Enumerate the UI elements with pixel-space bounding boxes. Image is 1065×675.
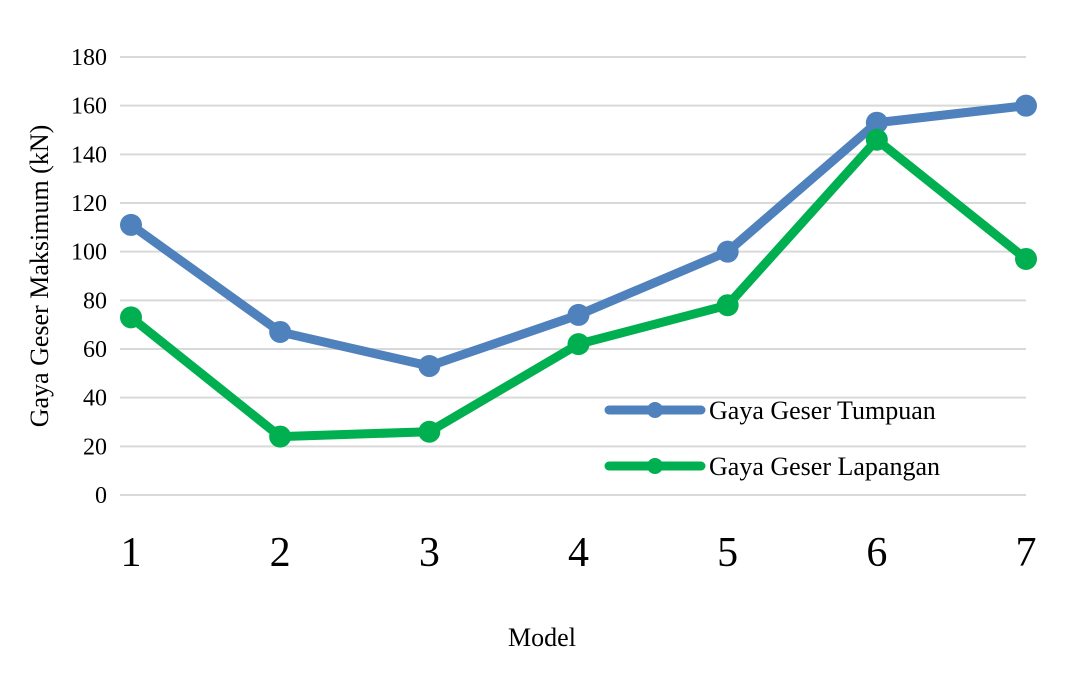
series-2-point-5 — [716, 294, 739, 317]
series-1-point-3 — [418, 355, 441, 378]
series-1-point-4 — [567, 303, 590, 326]
y-axis-label: Gaya Geser Maksimum (kN) — [25, 125, 54, 428]
series-1-point-6 — [865, 111, 888, 134]
series-2-point-7 — [1015, 247, 1037, 270]
x-tick-label-3: 3 — [419, 530, 440, 576]
y-tick-label-140: 140 — [71, 142, 107, 168]
series-2-point-6 — [865, 128, 888, 151]
legend-label-2: Gaya Geser Lapangan — [709, 452, 940, 481]
y-tick-label-160: 160 — [71, 94, 107, 120]
x-tick-label-4: 4 — [568, 530, 589, 576]
y-tick-label-100: 100 — [71, 240, 107, 266]
series-1-point-5 — [716, 240, 739, 263]
y-tick-label-60: 60 — [83, 337, 107, 363]
y-tick-label-80: 80 — [83, 288, 107, 314]
x-axis-label: Model — [508, 623, 576, 652]
series-1-point-7 — [1015, 94, 1037, 117]
y-axis-ticks: 0 20 40 60 80 100 120 140 160 180 — [71, 45, 107, 509]
legend-label-1: Gaya Geser Tumpuan — [709, 396, 936, 425]
x-axis-ticks: 1 2 3 4 5 6 7 — [121, 530, 1037, 576]
legend-marker-2 — [647, 458, 663, 474]
x-tick-label-5: 5 — [717, 530, 738, 576]
x-tick-label-6: 6 — [866, 530, 887, 576]
x-tick-label-1: 1 — [121, 530, 142, 576]
series-1-point-2 — [269, 320, 292, 343]
y-tick-label-120: 120 — [71, 191, 107, 217]
legend: Gaya Geser Tumpuan Gaya Geser Lapangan — [604, 396, 940, 481]
gridlines — [120, 56, 1026, 496]
y-tick-label-20: 20 — [83, 434, 107, 460]
series-2-point-1 — [120, 306, 142, 329]
series-line-2 — [126, 135, 1031, 442]
y-tick-label-0: 0 — [95, 483, 107, 509]
x-tick-label-7: 7 — [1016, 530, 1037, 576]
series-2-point-4 — [567, 333, 590, 356]
y-tick-label-180: 180 — [71, 45, 107, 71]
y-tick-label-40: 40 — [83, 386, 107, 412]
series-1-point-1 — [120, 213, 142, 236]
series-line-1 — [126, 101, 1031, 371]
series-2-point-2 — [269, 425, 292, 448]
legend-marker-1 — [647, 402, 663, 418]
x-tick-label-2: 2 — [270, 530, 291, 576]
series-2-point-3 — [418, 420, 441, 443]
series-group — [120, 94, 1037, 448]
